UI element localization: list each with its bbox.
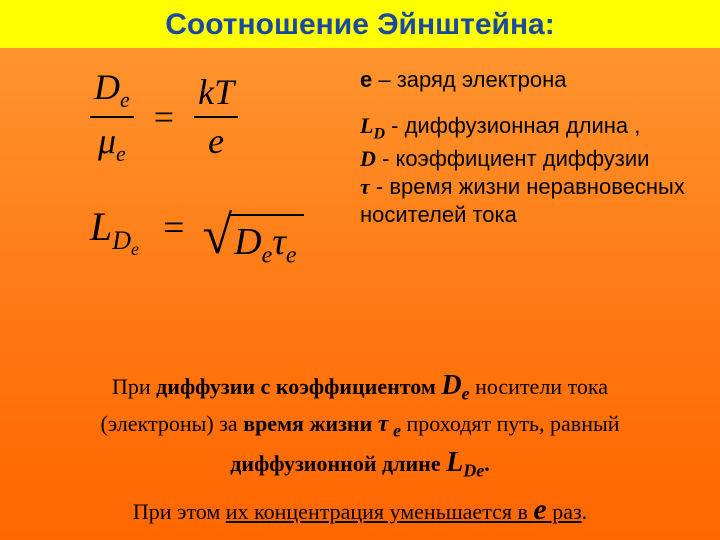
t17: раз	[547, 499, 582, 524]
t3: D	[441, 370, 461, 401]
def-tau-text: - время жизни неравновесных носителей то…	[360, 174, 685, 227]
bottom-line1: При диффузии с коэффициентом Dе носители…	[40, 366, 680, 407]
radicand: Deτe	[230, 214, 304, 270]
t15: их концентрация уменьшается в	[226, 499, 534, 524]
sqrt-sign-icon: √	[202, 205, 232, 265]
def-ld-text: - диффузионная длина ,	[385, 113, 640, 138]
sym-mu-sub: e	[116, 142, 126, 167]
sym-D: D	[94, 67, 120, 107]
def-d-text: - коэффициент диффузии	[376, 146, 650, 171]
t18: .	[582, 499, 588, 524]
equals-sign-2: =	[149, 207, 198, 249]
t7: время жизни	[243, 411, 378, 436]
t11: диффузионной длине	[230, 451, 446, 476]
def-ld-sym: L	[360, 113, 373, 138]
formula-einstein-relation: De μe = kT e	[90, 68, 304, 167]
t14: При этом	[133, 499, 226, 524]
formula-area: De μe = kT e LDe = √ Deτe	[90, 68, 304, 264]
sqrt: √ Deτe	[202, 208, 304, 264]
t16: е	[533, 493, 546, 526]
equals-sign: =	[138, 97, 190, 137]
def-e-text: – заряд электрона	[372, 67, 566, 92]
rad-tau: τ	[272, 221, 286, 263]
fraction-right: kT e	[194, 73, 238, 162]
sym-L: L	[90, 204, 112, 249]
t4: е	[462, 383, 470, 403]
content-area: De μe = kT e LDe = √ Deτe	[0, 48, 720, 536]
formula-diffusion-length: LDe = √ Deτe	[90, 203, 304, 264]
def-e-symbol: е	[360, 67, 372, 92]
bottom-line4: При этом их концентрация уменьшается в е…	[40, 488, 680, 532]
sym-k: k	[198, 72, 214, 112]
def-d-sym: D	[360, 146, 376, 171]
bottom-line2: (электроны) за время жизни τ е проходят …	[40, 407, 680, 443]
lhs: LDe	[90, 204, 149, 249]
slide-title: Соотношение Эйнштейна:	[0, 0, 720, 48]
t6: (электроны) за	[100, 411, 243, 436]
t10: проходят путь, равный	[401, 411, 620, 436]
bottom-paragraph: При диффузии с коэффициентом Dе носители…	[40, 366, 680, 531]
rad-D-sub: e	[262, 243, 273, 269]
t2: диффузии с коэффициентом	[156, 374, 441, 399]
t12: L	[446, 447, 463, 478]
sym-D-sub: e	[120, 87, 130, 112]
sym-mu: μ	[98, 121, 116, 161]
sym-e: e	[194, 118, 238, 162]
t1: При	[112, 374, 156, 399]
rad-tau-sub: e	[286, 243, 297, 269]
t13: Dе	[463, 460, 484, 480]
sym-T: T	[214, 72, 234, 112]
t5: носители тока	[470, 374, 608, 399]
def-e: е – заряд электрона	[360, 66, 690, 94]
t9: е	[388, 420, 401, 440]
t8: τ	[378, 411, 389, 437]
fraction-left: De μe	[90, 68, 134, 167]
def-tau-sym: τ	[360, 174, 370, 199]
slide: Соотношение Эйнштейна: De μe = kT e LDe	[0, 0, 720, 540]
sym-L-sub2: e	[131, 239, 139, 259]
t13dot: .	[484, 451, 490, 476]
definitions: е – заряд электрона LD - диффузионная дл…	[360, 66, 690, 229]
def-block: LD - диффузионная длина , D - коэффициен…	[360, 112, 690, 229]
bottom-line3: диффузионной длине LDе.	[40, 443, 680, 484]
rad-D: D	[234, 221, 261, 263]
sym-L-sub1: D	[112, 226, 131, 255]
def-ld-sub: D	[373, 126, 385, 143]
